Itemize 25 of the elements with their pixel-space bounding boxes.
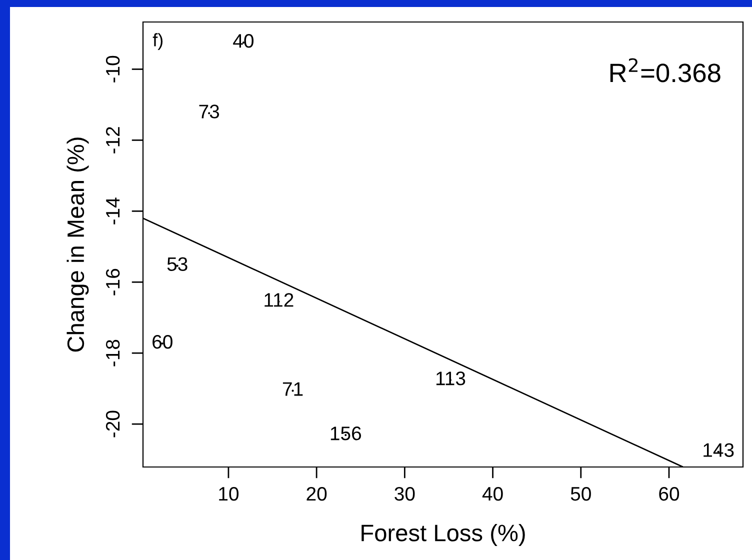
x-tick-label: 10 [219,486,239,501]
y-tick-label: -16 [106,268,120,296]
series-label: 73 [199,104,220,118]
y-axis-title: Change in Mean (%) [66,138,89,352]
x-tick-label: 20 [306,486,327,501]
x-tick-label: 50 [570,486,591,501]
x-tick-label: 40 [482,486,503,501]
series-label: 156 [330,426,362,440]
y-tick-label: -12 [106,127,120,154]
y-tick-label: -10 [106,56,120,82]
series-label: 53 [167,257,188,272]
series-label: 113 [436,372,466,386]
x-tick-label: 60 [659,486,680,501]
series-label: 40 [233,34,254,48]
series-label: 60 [152,334,172,349]
y-tick-label: -18 [106,340,120,366]
x-tick-label: 30 [394,486,415,501]
series-label: 112 [264,293,294,307]
series-label: 143 [704,443,734,457]
y-tick-label: -20 [106,410,120,438]
series-label: 71 [282,382,303,396]
annotation: f) [152,33,163,50]
x-axis-title: Forest Loss (%) [362,524,525,546]
y-tick-label: -14 [106,198,120,224]
annotation: R$^{2}$=0.368 [610,58,720,82]
